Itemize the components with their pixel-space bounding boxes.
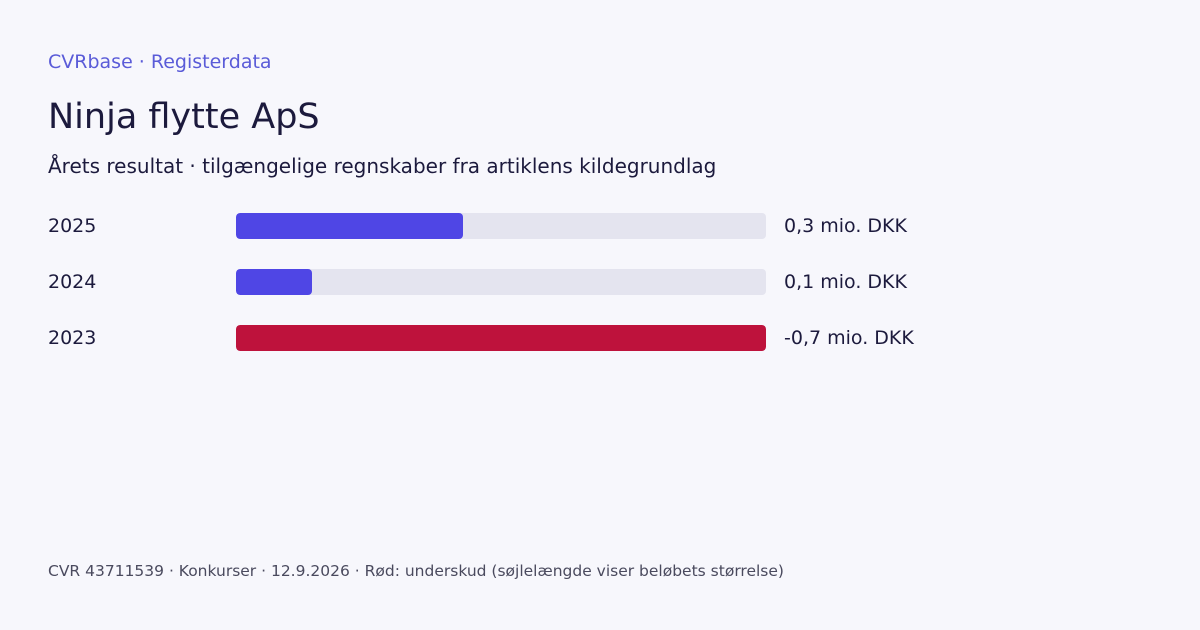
value-label: 0,1 mio. DKK xyxy=(784,271,907,293)
bar-track xyxy=(236,269,766,295)
chart-subtitle: Årets resultat · tilgængelige regnskaber… xyxy=(48,154,717,178)
chart-row: 2023 -0,7 mio. DKK xyxy=(0,318,1200,358)
value-label: 0,3 mio. DKK xyxy=(784,215,907,237)
category-label: 2025 xyxy=(48,215,97,237)
bar xyxy=(236,213,463,239)
bar-track xyxy=(236,213,766,239)
brand-label: CVRbase · Registerdata xyxy=(48,51,272,73)
page-title: Ninja flytte ApS xyxy=(48,97,320,137)
bar-track xyxy=(236,325,766,351)
category-label: 2023 xyxy=(48,327,97,349)
value-label: -0,7 mio. DKK xyxy=(784,327,914,349)
footer-note: CVR 43711539 · Konkurser · 12.9.2026 · R… xyxy=(48,562,784,580)
bar xyxy=(236,269,312,295)
category-label: 2024 xyxy=(48,271,97,293)
bar xyxy=(236,325,766,351)
chart-row: 2024 0,1 mio. DKK xyxy=(0,262,1200,302)
chart-row: 2025 0,3 mio. DKK xyxy=(0,206,1200,246)
